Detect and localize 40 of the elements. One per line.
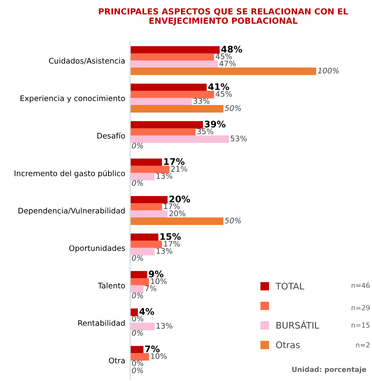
bar	[130, 135, 229, 143]
data-label: 17%	[164, 158, 185, 165]
bar	[130, 166, 170, 174]
bar	[130, 210, 168, 218]
bar	[130, 234, 158, 242]
bar	[130, 240, 162, 248]
bar	[130, 353, 150, 361]
bar	[130, 196, 168, 204]
bar	[130, 68, 316, 76]
bar	[130, 121, 203, 129]
data-label: 20%	[170, 196, 190, 202]
bar	[130, 217, 224, 225]
chart-title: PRINCIPALES ASPECTOS QUE SE RELACIONAN CON EL ENVEJECIMIENTO POBLACIONAL	[98, 8, 348, 26]
data-label: 4%	[139, 308, 154, 315]
bar	[130, 278, 150, 286]
legend-label: Otras	[276, 341, 300, 348]
bar	[130, 90, 214, 98]
data-label: 39%	[204, 120, 226, 128]
bar	[130, 84, 207, 92]
bar	[130, 285, 144, 293]
bar	[130, 53, 214, 61]
data-label: 7%	[145, 345, 160, 352]
bar	[130, 98, 192, 106]
bar	[130, 46, 220, 54]
bar	[130, 203, 162, 211]
bar	[130, 128, 196, 136]
data-label: 48%	[221, 46, 242, 53]
legend-label: TOTAL	[276, 282, 304, 290]
data-label: 41%	[208, 83, 230, 90]
data-label: 9%	[148, 270, 164, 278]
bar	[130, 60, 218, 68]
data-label: 15%	[160, 233, 181, 240]
bar	[130, 105, 224, 113]
bar	[130, 158, 162, 166]
bar	[130, 270, 148, 279]
bar	[130, 172, 155, 180]
bar	[130, 308, 138, 316]
legend-label: BURSÁTIL	[276, 320, 320, 329]
bar	[130, 248, 155, 256]
bar	[130, 322, 155, 330]
